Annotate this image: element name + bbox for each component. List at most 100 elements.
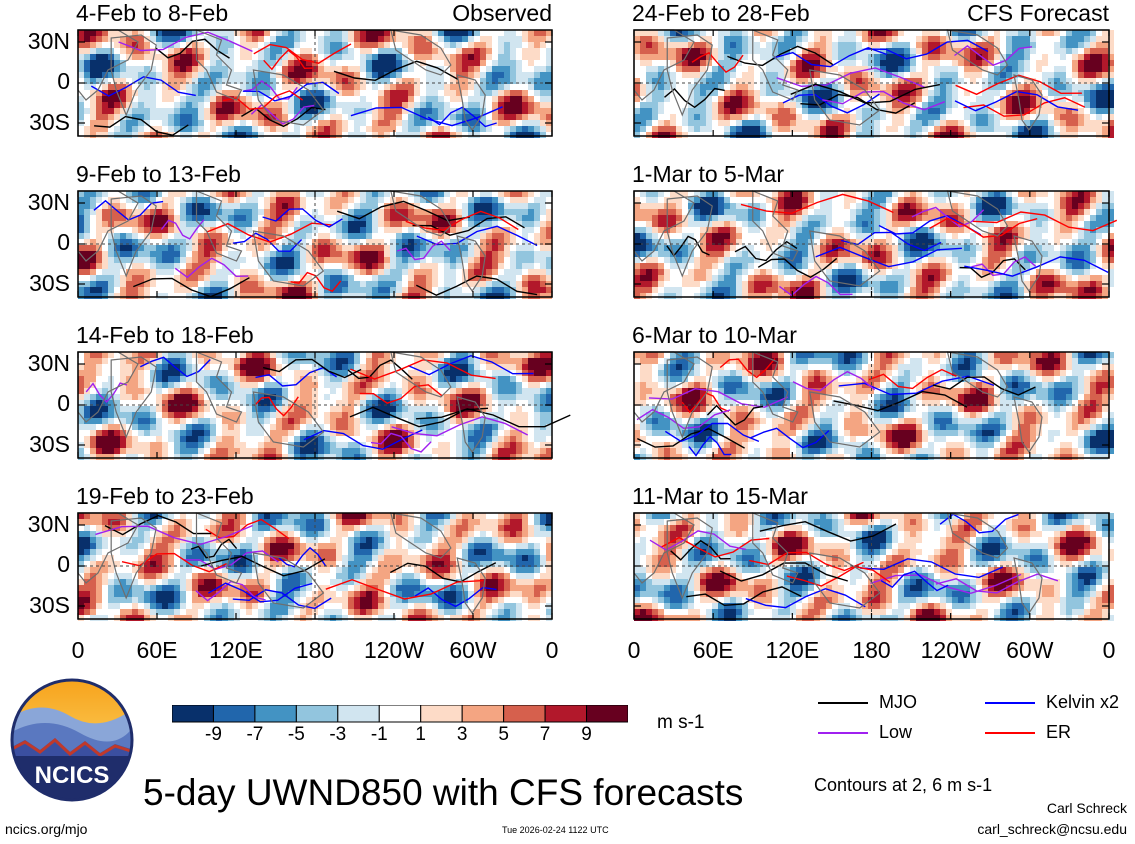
wind-anomaly-field <box>634 352 1114 460</box>
colorbar-tick: -9 <box>205 724 222 745</box>
coastline <box>633 512 695 584</box>
colorbar-tick: -7 <box>246 724 264 745</box>
coastline <box>633 351 695 423</box>
contour-line <box>350 359 496 380</box>
contour-line <box>792 370 876 392</box>
panel-plot <box>77 351 571 460</box>
contour-line <box>688 435 732 457</box>
panel-plot <box>633 512 1114 621</box>
coastline <box>809 391 881 448</box>
contour-line <box>232 589 332 610</box>
coastline <box>252 230 325 287</box>
coastline <box>390 29 452 76</box>
coastline <box>946 29 1009 76</box>
contour-line <box>776 67 925 88</box>
wind-anomaly-field <box>634 513 1114 621</box>
contour-line <box>660 536 770 558</box>
colorbar-tick: -1 <box>370 724 388 745</box>
wind-anomaly-field <box>634 191 1114 299</box>
contour-line <box>681 392 730 414</box>
contour-line <box>118 31 253 53</box>
contour-line <box>90 76 196 97</box>
contour-line <box>242 81 340 102</box>
ncics-logo: NCICS <box>10 678 134 802</box>
coastline <box>195 29 243 101</box>
contour-line <box>932 376 1036 396</box>
x-tick-label: 120W <box>920 637 981 663</box>
contour-line <box>664 87 725 109</box>
contour-line <box>833 390 968 412</box>
y-tick-label: 0 <box>57 390 70 416</box>
contour-line <box>778 275 853 297</box>
contour-line <box>686 586 802 607</box>
contour-line <box>880 570 949 592</box>
contour-line <box>759 520 897 542</box>
wind-anomaly-field <box>78 352 552 460</box>
contour-line <box>786 566 891 587</box>
contour-line <box>85 382 128 403</box>
panel-plot <box>633 351 1114 460</box>
x-tick-label: 0 <box>627 637 641 663</box>
contour-line <box>195 580 266 602</box>
contour-line <box>263 49 313 71</box>
contour-line <box>773 47 888 68</box>
coastline <box>666 195 713 278</box>
wind-anomaly-field <box>634 30 1114 138</box>
coastline <box>77 29 139 101</box>
contour-line <box>414 586 497 608</box>
legend-label: Low <box>879 722 913 742</box>
colorbar-swatch <box>461 705 505 723</box>
contour-line <box>104 514 212 536</box>
contour-line <box>415 408 571 428</box>
contour-line <box>389 562 497 583</box>
contour-line <box>727 45 834 67</box>
y-tick-label: 30S <box>29 270 70 296</box>
panel-plot <box>77 512 553 621</box>
coastline <box>110 34 157 117</box>
contour-line <box>648 387 789 408</box>
contour-line <box>222 90 304 110</box>
contour-line <box>407 354 534 376</box>
x-tick-label: 60E <box>692 637 734 663</box>
contour-line <box>750 427 830 449</box>
coastline <box>195 190 243 262</box>
contour-line <box>412 216 525 236</box>
contour-line <box>740 193 894 215</box>
forecast-tag: CFS Forecast <box>967 0 1109 26</box>
contour-line <box>183 550 279 571</box>
legend-line <box>818 732 868 734</box>
coastline <box>77 190 139 262</box>
panel-title: 24-Feb to 28-Feb <box>632 0 810 26</box>
legend-line <box>985 732 1035 734</box>
contour-line <box>734 240 798 262</box>
contour-line <box>253 43 352 64</box>
colorbar-swatch <box>254 705 297 723</box>
contour-line <box>955 74 1082 96</box>
coastline <box>195 512 243 584</box>
colorbar-tick: 3 <box>456 724 468 745</box>
x-tick-label: 120E <box>765 637 820 663</box>
coastline <box>946 190 1009 237</box>
contour-line <box>350 106 503 127</box>
coastline <box>946 512 1009 559</box>
y-tick-label: 30N <box>27 28 70 54</box>
colorbar-swatch <box>420 705 463 723</box>
contour-line <box>160 219 205 240</box>
y-tick-label: 30S <box>29 592 70 618</box>
author-email: carl_schreck@ncsu.edu <box>977 821 1127 837</box>
contour-line <box>370 432 432 453</box>
coastline <box>110 195 157 278</box>
coastline <box>390 512 452 559</box>
wind-anomaly-field <box>78 513 552 621</box>
x-tick-label: 180 <box>295 637 335 663</box>
contour-line <box>972 211 1118 232</box>
contour-line <box>649 530 747 551</box>
panel-title: 19-Feb to 23-Feb <box>76 483 254 509</box>
coastline <box>390 190 452 237</box>
contour-line <box>691 52 744 73</box>
contour-line <box>964 256 1109 277</box>
site-url: ncics.org/mjo <box>5 821 88 837</box>
y-tick-label: 0 <box>57 229 70 255</box>
panel-title: 9-Feb to 13-Feb <box>76 161 241 187</box>
panel-plot <box>77 190 553 299</box>
